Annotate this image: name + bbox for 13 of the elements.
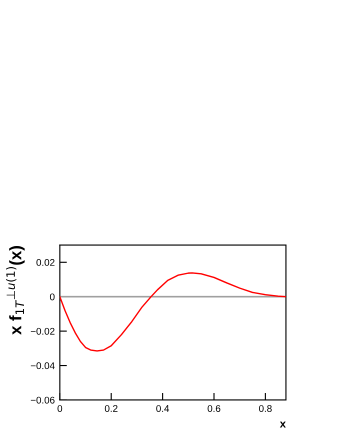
y-axis-title: x f$_{1T}$$^{⊥u(1)}$(x)	[6, 246, 25, 335]
x-tick-label: 0.4	[156, 405, 170, 412]
line-series	[60, 272, 286, 352]
y-tick-label: −0.06	[30, 396, 55, 404]
y-tick-label: 0.02	[36, 259, 54, 266]
x-tick-label: 0.6	[208, 405, 220, 412]
y-tick-label: −0.04	[30, 362, 55, 370]
x-tick-label: 0.8	[259, 405, 272, 412]
x-tick-label: 0.2	[104, 405, 118, 412]
x-tick-label: 0	[58, 405, 62, 412]
y-tick-label: −0.02	[30, 328, 54, 335]
x-axis-title: x	[280, 422, 286, 428]
y-tick-label: 0	[50, 293, 55, 300]
